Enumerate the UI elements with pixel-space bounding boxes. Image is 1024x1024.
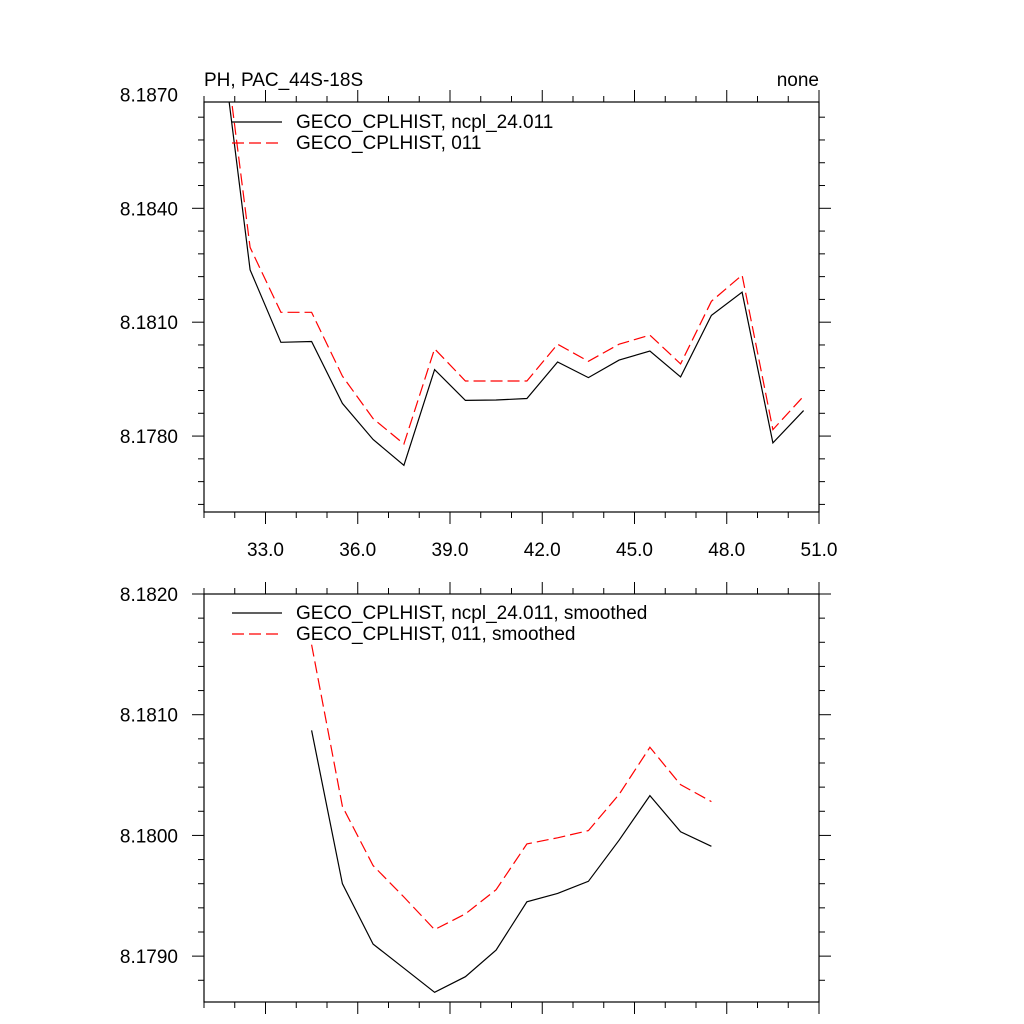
y-tick-label: 8.1810 <box>120 706 178 727</box>
series-line-black <box>311 730 712 994</box>
x-tick-label: 39.0 <box>432 540 469 561</box>
legend-label: GECO_CPLHIST, 011, smoothed <box>296 624 576 645</box>
x-tick-label: 48.0 <box>708 540 745 561</box>
y-tick-label: 8.1870 <box>120 85 178 106</box>
series-line-black <box>228 102 805 467</box>
x-tick-label: 36.0 <box>339 540 376 561</box>
y-tick-label: 8.1840 <box>120 199 178 220</box>
plot-frame <box>203 593 820 1003</box>
x-tick-label: 45.0 <box>616 540 653 561</box>
series-line-red <box>311 644 712 931</box>
legend-label: GECO_CPLHIST, ncpl_24.011, smoothed <box>296 603 647 624</box>
legend-label: GECO_CPLHIST, 011 <box>296 133 482 154</box>
x-tick-label: 42.0 <box>524 540 561 561</box>
left-title: PH, PAC_44S-18S <box>204 70 363 91</box>
series-line-red <box>231 102 805 446</box>
plot-frame <box>203 101 820 513</box>
y-tick-label: 8.1780 <box>120 427 178 448</box>
y-tick-label: 8.1810 <box>120 313 178 334</box>
x-tick-label: 51.0 <box>801 540 838 561</box>
x-tick-label: 33.0 <box>247 540 284 561</box>
right-title: none <box>777 70 819 91</box>
y-tick-label: 8.1800 <box>120 826 178 847</box>
y-tick-label: 8.1790 <box>120 947 178 968</box>
top-panel: 33.0 36.0 39.0 42.0 45.0 48.0 51.0 8.1870 8.1840… <box>120 85 838 561</box>
bottom-panel: 8.1820 8.1810 8.1800 8.1790 GECO_CPLHIST, nc… <box>120 582 831 1014</box>
legend-label: GECO_CPLHIST, ncpl_24.011 <box>296 112 553 133</box>
y-tick-label: 8.1820 <box>120 585 178 606</box>
